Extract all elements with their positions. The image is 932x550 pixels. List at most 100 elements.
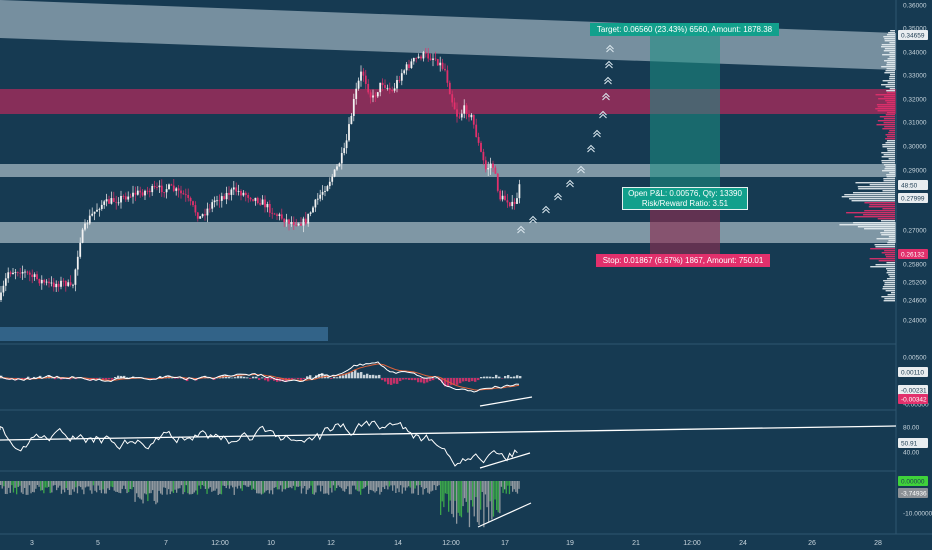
macd-histogram-bar xyxy=(69,378,72,380)
oscillator-divergence-line[interactable] xyxy=(477,502,532,528)
volume-profile-bar xyxy=(876,104,895,106)
price-axis[interactable]: 0.36000 0.35000 0.34000 0.33000 0.32000 0.310… xyxy=(898,3,928,325)
oscillator-bar xyxy=(41,481,43,491)
rsi-divergence-line[interactable] xyxy=(479,452,531,469)
macd-histogram-bar xyxy=(429,378,432,382)
resistance-zone[interactable] xyxy=(0,89,896,114)
volume-profile-bar xyxy=(881,44,895,46)
candle-body xyxy=(292,222,295,225)
candle-body xyxy=(463,105,466,114)
macd-divergence-line[interactable] xyxy=(479,396,533,407)
oscillator-bar xyxy=(494,481,496,500)
volume-profile-bar xyxy=(884,60,895,62)
volume-profile-bar xyxy=(888,274,895,276)
oscillator-axis[interactable]: -10.00000 0.00000 -3.74936 xyxy=(898,476,932,518)
volume-profile-bar xyxy=(884,168,895,170)
candle-body xyxy=(60,280,62,287)
oscillator-bar xyxy=(184,481,186,493)
target-profit-area[interactable] xyxy=(650,35,720,192)
oscillator-bar xyxy=(6,481,8,495)
oscillator-bar xyxy=(412,481,415,494)
time-axis[interactable]: 3 5 7 12:00 10 12 14 12:00 17 19 21 12:00 24 26 28 xyxy=(30,540,882,547)
oscillator-bar xyxy=(356,481,359,491)
candle-body xyxy=(175,188,178,191)
oscillator-bar xyxy=(499,481,501,514)
oscillator-bar xyxy=(168,481,170,490)
candle-body xyxy=(417,56,420,59)
oscillator-bar xyxy=(112,481,114,488)
oscillator-bar xyxy=(72,481,74,490)
oscillator-bar xyxy=(51,481,53,493)
mid-support-zone[interactable] xyxy=(0,164,896,177)
macd-histogram-bar xyxy=(417,378,420,383)
oscillator-bar xyxy=(515,481,517,492)
volume-profile-bar xyxy=(853,222,895,224)
candle-body xyxy=(271,212,274,214)
volume-profile-bar xyxy=(882,208,895,210)
candle-body xyxy=(208,208,211,210)
oscillator-bar xyxy=(329,481,331,488)
oscillator-bar xyxy=(28,481,31,486)
oscillator-bar xyxy=(443,481,445,508)
risk-reward-text: Risk/Reward Ratio: 3.51 xyxy=(641,199,729,208)
candle-body xyxy=(499,190,502,200)
macd-histogram-bar xyxy=(255,376,258,379)
oscillator-bar xyxy=(147,481,149,502)
support-zone[interactable] xyxy=(0,222,896,243)
volume-profile-bar xyxy=(885,86,895,88)
candle-body xyxy=(328,181,331,187)
candle-body xyxy=(268,204,271,213)
macd-price-badge xyxy=(898,367,928,377)
macd-histogram-bar xyxy=(234,377,237,379)
oscillator-bar xyxy=(27,481,29,495)
volume-profile-bar xyxy=(887,242,895,244)
volume-profile-bar xyxy=(881,156,895,158)
time-tick-label: 12:00 xyxy=(211,540,229,547)
macd-histogram-bar xyxy=(492,377,495,379)
price-tick-label: 0.35000 xyxy=(903,26,927,33)
candle-body xyxy=(247,195,250,198)
macd-histogram-bar xyxy=(60,378,63,380)
candle-body xyxy=(158,185,161,188)
candle-body xyxy=(48,281,50,284)
candle-body xyxy=(55,283,58,288)
volume-profile-bar xyxy=(882,286,895,288)
oscillator-bar xyxy=(376,481,378,492)
oscillator-bar xyxy=(316,481,319,486)
volume-profile-bar xyxy=(877,110,895,112)
candle-body xyxy=(300,223,302,226)
oscillator-bar xyxy=(70,481,72,495)
oscillator-bar xyxy=(260,481,263,495)
oscillator-bar xyxy=(292,481,295,486)
oscillator-bar xyxy=(280,481,282,486)
oscillator-bar xyxy=(513,481,515,490)
stop-label: Stop: 0.01867 (6.67%) 1867, Amount: 750.… xyxy=(596,254,770,267)
macd-axis[interactable]: 0.00500 -0.00500 0.00110 -0.00231 -0.00342 xyxy=(898,355,929,409)
oscillator-bar xyxy=(244,481,247,486)
oscillator-bar xyxy=(249,481,251,486)
macd-histogram-bar xyxy=(102,378,105,380)
rsi-trendline[interactable] xyxy=(0,425,897,441)
oscillator-bar xyxy=(254,481,256,490)
oscillator-bar xyxy=(406,481,408,488)
macd-histogram-bar xyxy=(456,378,459,385)
oscillator-bar xyxy=(113,481,115,491)
oscillator-bar xyxy=(267,481,269,491)
oscillator-bar xyxy=(187,481,189,494)
candle-body xyxy=(295,224,298,226)
open-pnl-text: Open P&L: 0.00576, Qty: 13390 xyxy=(628,189,742,198)
candle-body xyxy=(278,214,281,216)
rsi-axis[interactable]: 80.00 40.00 50.91 xyxy=(898,425,928,457)
candle-body xyxy=(333,169,336,177)
volume-profile-bar xyxy=(878,98,895,100)
oscillator-bar xyxy=(126,481,128,494)
volume-profile-bar xyxy=(886,68,895,70)
macd-histogram-bar xyxy=(441,378,444,383)
volume-profile-bar xyxy=(883,50,895,52)
oscillator-bar xyxy=(404,481,407,491)
oscillator-bar xyxy=(393,481,395,486)
oscillator-bar xyxy=(32,481,34,492)
candle-body xyxy=(400,73,403,81)
oscillator-bar xyxy=(68,481,71,495)
